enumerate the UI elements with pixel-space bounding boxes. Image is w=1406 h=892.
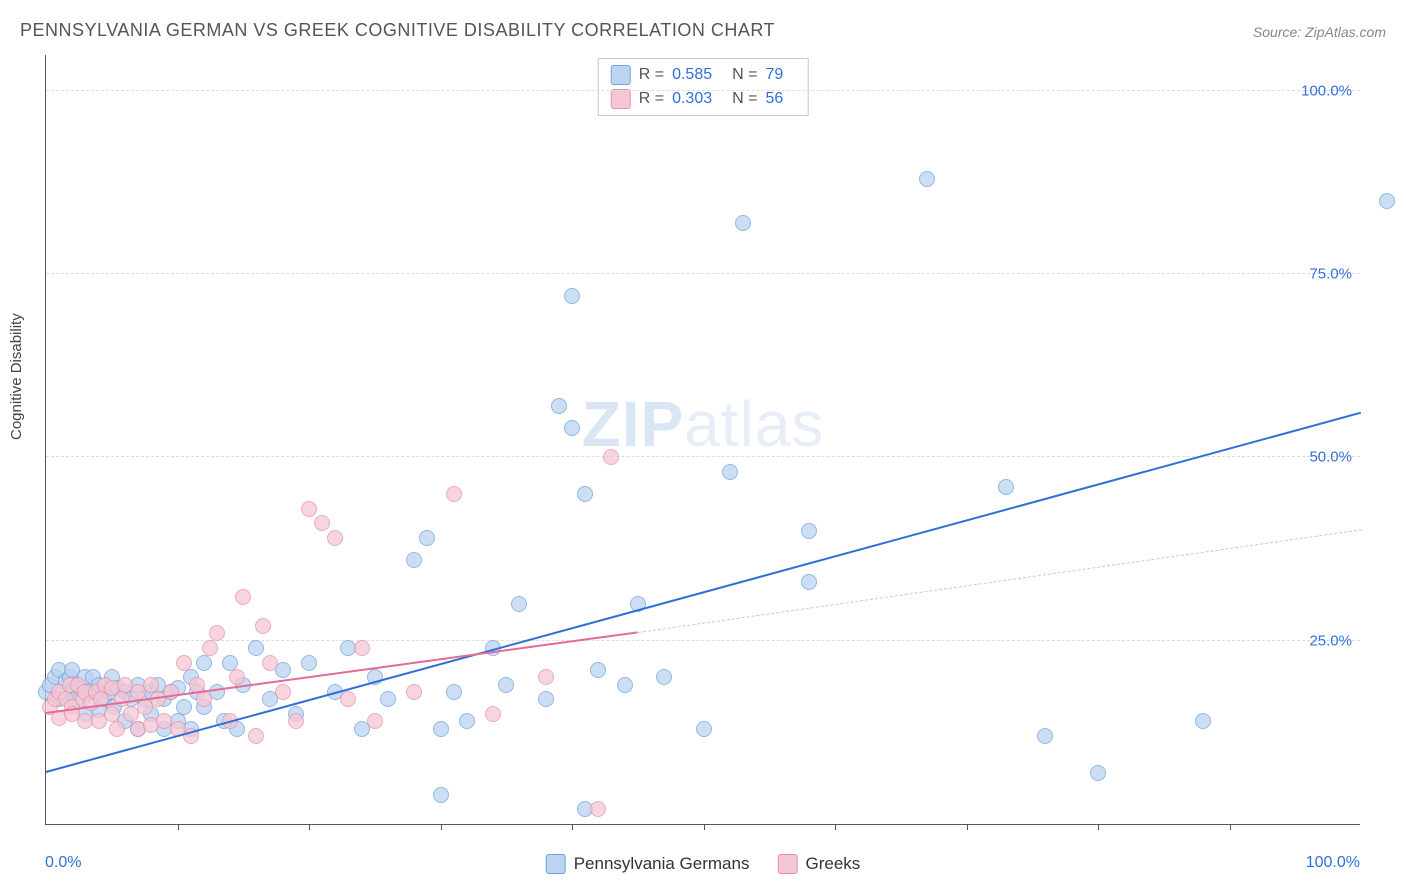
swatch-icon: [546, 854, 566, 874]
watermark: ZIPatlas: [582, 387, 825, 461]
data-point: [564, 420, 580, 436]
data-point: [498, 677, 514, 693]
data-point: [538, 691, 554, 707]
data-point: [1195, 713, 1211, 729]
n-value-0: 79: [765, 66, 783, 84]
data-point: [1090, 765, 1106, 781]
data-point: [222, 655, 238, 671]
legend-label-1: Greeks: [805, 854, 860, 874]
data-point: [143, 677, 159, 693]
data-point: [327, 530, 343, 546]
x-tick: [967, 824, 968, 830]
data-point: [419, 530, 435, 546]
data-point: [735, 215, 751, 231]
n-value-1: 56: [765, 90, 783, 108]
x-tick: [1230, 824, 1231, 830]
chart-title: PENNSYLVANIA GERMAN VS GREEK COGNITIVE D…: [20, 20, 775, 41]
data-point: [433, 787, 449, 803]
data-point: [104, 706, 120, 722]
data-point: [551, 398, 567, 414]
data-point: [1037, 728, 1053, 744]
data-point: [617, 677, 633, 693]
x-tick: [1098, 824, 1099, 830]
data-point: [446, 684, 462, 700]
data-point: [564, 288, 580, 304]
data-point: [229, 669, 245, 685]
data-point: [696, 721, 712, 737]
data-point: [176, 699, 192, 715]
swatch-icon: [777, 854, 797, 874]
data-point: [998, 479, 1014, 495]
data-point: [196, 691, 212, 707]
y-axis-label: Cognitive Disability: [8, 313, 25, 440]
swatch-icon: [611, 65, 631, 85]
y-tick-label: 50.0%: [1309, 449, 1352, 466]
gridline: [46, 640, 1360, 641]
data-point: [248, 728, 264, 744]
data-point: [577, 486, 593, 502]
data-point: [590, 801, 606, 817]
x-tick: [178, 824, 179, 830]
data-point: [722, 464, 738, 480]
y-tick-label: 25.0%: [1309, 632, 1352, 649]
source-attribution: Source: ZipAtlas.com: [1253, 24, 1386, 40]
data-point: [196, 655, 212, 671]
gridline: [46, 456, 1360, 457]
data-point: [114, 691, 130, 707]
data-point: [801, 523, 817, 539]
data-point: [367, 713, 383, 729]
data-point: [248, 640, 264, 656]
stats-legend: R = 0.585 N = 79 R = 0.303 N = 56: [598, 58, 809, 116]
data-point: [255, 618, 271, 634]
data-point: [656, 669, 672, 685]
stats-row-series-0: R = 0.585 N = 79: [599, 63, 808, 87]
legend-item-1: Greeks: [777, 854, 860, 874]
x-axis-min-label: 0.0%: [45, 854, 81, 872]
data-point: [354, 640, 370, 656]
gridline: [46, 90, 1360, 91]
x-tick: [704, 824, 705, 830]
data-point: [235, 589, 251, 605]
x-axis-max-label: 100.0%: [1306, 854, 1360, 872]
data-point: [446, 486, 462, 502]
x-tick: [835, 824, 836, 830]
data-point: [109, 721, 125, 737]
data-point: [1379, 193, 1395, 209]
data-point: [406, 684, 422, 700]
swatch-icon: [611, 89, 631, 109]
gridline: [46, 273, 1360, 274]
series-legend: Pennsylvania Germans Greeks: [546, 854, 861, 874]
r-value-0: 0.585: [672, 66, 712, 84]
legend-item-0: Pennsylvania Germans: [546, 854, 750, 874]
data-point: [202, 640, 218, 656]
data-point: [314, 515, 330, 531]
data-point: [459, 713, 475, 729]
plot-area: ZIPatlas R = 0.585 N = 79 R = 0.303 N = …: [45, 55, 1360, 825]
data-point: [919, 171, 935, 187]
data-point: [433, 721, 449, 737]
data-point: [380, 691, 396, 707]
x-tick: [441, 824, 442, 830]
r-value-1: 0.303: [672, 90, 712, 108]
data-point: [590, 662, 606, 678]
x-tick: [309, 824, 310, 830]
legend-label-0: Pennsylvania Germans: [574, 854, 750, 874]
x-tick: [572, 824, 573, 830]
data-point: [288, 713, 304, 729]
data-point: [209, 625, 225, 641]
data-point: [301, 655, 317, 671]
data-point: [176, 655, 192, 671]
data-point: [340, 691, 356, 707]
data-point: [603, 449, 619, 465]
data-point: [406, 552, 422, 568]
y-tick-label: 75.0%: [1309, 266, 1352, 283]
data-point: [538, 669, 554, 685]
data-point: [801, 574, 817, 590]
data-point: [511, 596, 527, 612]
data-point: [262, 655, 278, 671]
y-tick-label: 100.0%: [1301, 82, 1352, 99]
data-point: [485, 706, 501, 722]
data-point: [301, 501, 317, 517]
data-point: [275, 684, 291, 700]
